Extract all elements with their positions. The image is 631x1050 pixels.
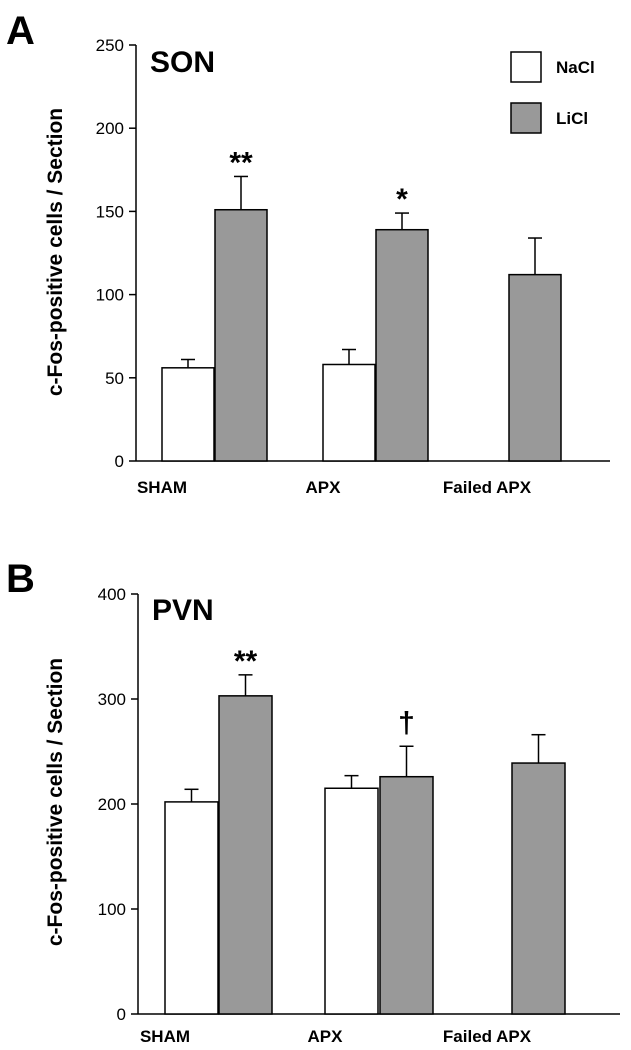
panel-b-category-label: APX xyxy=(308,1027,344,1046)
panel-b-significance-marker: † xyxy=(398,706,415,739)
panel-b-category-label: SHAM xyxy=(140,1027,190,1046)
panel-b-ylabel: c-Fos-positive cells / Section xyxy=(44,658,67,946)
panel-b-ytick-label: 100 xyxy=(98,900,126,919)
panel-a-category-label: SHAM xyxy=(137,478,187,497)
panel-b-category-label: Failed APX xyxy=(443,1027,532,1046)
panel-a-ytick-label: 200 xyxy=(96,119,124,138)
panel-b-ytick-label: 200 xyxy=(98,795,126,814)
panel-letter-b: B xyxy=(6,557,35,601)
panel-b-title: PVN xyxy=(152,594,214,627)
panel-a-significance-marker: * xyxy=(396,183,408,216)
panel-b-bar-licl xyxy=(379,775,434,1015)
panel-a-bar-nacl xyxy=(161,367,215,462)
legend-swatch-licl xyxy=(510,102,542,134)
panel-a-ytick-label: 150 xyxy=(96,202,124,221)
panel-b-ytick-label: 0 xyxy=(117,1005,126,1024)
panel-b-bar-nacl xyxy=(164,801,219,1015)
legend: NaCl LiCl xyxy=(510,51,595,134)
panel-a-bar-licl xyxy=(508,273,562,462)
panel-b-ytick-label: 400 xyxy=(98,585,126,604)
legend-label-licl: LiCl xyxy=(556,109,588,128)
panel-a-category-label: Failed APX xyxy=(443,478,532,497)
legend-label-nacl: NaCl xyxy=(556,58,595,77)
panel-a-ytick-label: 100 xyxy=(96,286,124,305)
panel-b-bar-licl xyxy=(511,762,566,1015)
panel-a-significance-marker: ** xyxy=(229,146,253,179)
panel-a-ytick-label: 250 xyxy=(96,36,124,55)
panel-b-marks: 0 100 200 300 400 SHAM APX Failed APX ** † xyxy=(98,585,566,1046)
panel-b-bar-licl xyxy=(218,695,273,1015)
panel-a-bar-licl xyxy=(375,228,429,462)
panel-a: A SON c-Fos-positive cells / Section NaC… xyxy=(6,9,610,497)
panel-b: B PVN c-Fos-positive cells / Section 0 10… xyxy=(6,557,620,1046)
panel-a-ytick-label: 50 xyxy=(105,369,124,388)
panel-a-bar-nacl xyxy=(322,363,376,462)
panel-a-title: SON xyxy=(150,46,215,79)
panel-a-bar-licl xyxy=(214,208,268,462)
panel-b-ytick-label: 300 xyxy=(98,690,126,709)
panel-a-ylabel: c-Fos-positive cells / Section xyxy=(44,108,67,396)
legend-swatch-nacl xyxy=(510,51,542,83)
panel-a-ytick-label: 0 xyxy=(115,452,124,471)
panel-letter-a: A xyxy=(6,9,35,53)
panel-b-significance-marker: ** xyxy=(234,645,258,678)
panel-b-bar-nacl xyxy=(324,787,379,1015)
panel-a-category-label: APX xyxy=(306,478,342,497)
